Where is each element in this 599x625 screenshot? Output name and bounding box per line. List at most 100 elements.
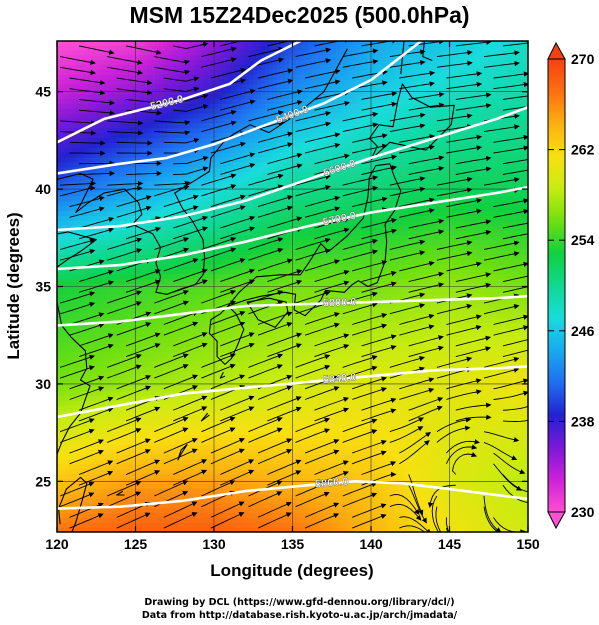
wind-streamline	[201, 109, 237, 122]
wind-streamline	[173, 279, 208, 293]
wind-streamline	[304, 312, 340, 325]
wind-streamline	[389, 49, 426, 58]
wind-streamline	[107, 364, 142, 379]
wind-streamline	[126, 160, 163, 167]
wind-streamline	[304, 195, 341, 208]
wind-streamline	[220, 279, 255, 293]
wind-streamline	[220, 99, 256, 111]
wind-streamline	[455, 346, 492, 358]
wind-streamline	[342, 492, 378, 508]
wind-streamline	[305, 68, 341, 79]
coastline	[422, 41, 433, 62]
wind-streamline	[295, 184, 331, 197]
wind-streamline	[267, 332, 303, 347]
wind-streamline	[69, 439, 104, 454]
wind-streamline	[314, 153, 350, 165]
height-contour-line	[57, 185, 528, 271]
wind-streamline	[257, 68, 294, 79]
wind-streamline	[116, 205, 152, 218]
wind-streamline	[295, 364, 331, 379]
wind-streamline	[78, 227, 115, 240]
wind-streamline	[408, 218, 445, 229]
wind-streamline	[107, 180, 144, 187]
wind-streamline	[483, 431, 520, 443]
wind-streamline	[201, 480, 236, 497]
wind-streamline	[493, 463, 522, 491]
wind-streamline	[248, 247, 284, 261]
wind-streamline	[502, 349, 528, 358]
wind-streamline	[436, 50, 473, 58]
wind-streamline	[257, 258, 293, 272]
wind-streamline	[201, 247, 237, 261]
wind-streamline	[257, 448, 293, 465]
wind-streamline	[154, 180, 191, 187]
wind-streamline	[483, 50, 520, 58]
wind-streamline	[116, 88, 153, 96]
wind-streamline	[436, 425, 471, 443]
wind-streamline	[304, 259, 341, 272]
wind-streamline	[446, 439, 480, 454]
axis-ticks: 120 125 130 135 140 145 150 25 30 35 40 45	[35, 41, 540, 552]
wind-streamline	[389, 112, 426, 122]
wind-streamline	[248, 46, 284, 58]
wind-streamline	[399, 387, 435, 400]
wind-streamline	[173, 41, 209, 50]
wind-streamline	[267, 459, 302, 475]
wind-streamline	[163, 205, 199, 218]
credit-data-source: Data from http://database.rish.kyoto-u.a…	[141, 610, 458, 621]
wind-streamline	[352, 376, 388, 390]
wind-streamline	[342, 249, 378, 261]
wind-streamline	[248, 173, 284, 186]
wind-streamline	[163, 438, 198, 454]
wind-streamline	[154, 416, 189, 433]
wind-streamline	[342, 429, 378, 443]
wind-streamline	[210, 311, 246, 325]
wind-streamline	[201, 184, 237, 197]
wind-streamline	[352, 439, 387, 454]
wind-streamline	[304, 206, 341, 218]
wind-streamline	[59, 418, 95, 433]
wind-streamline	[389, 59, 426, 68]
wind-streamline	[455, 41, 492, 47]
wind-streamline	[408, 229, 445, 240]
wind-streamline	[389, 356, 425, 368]
wind-streamline	[295, 237, 331, 250]
colorbar: 230 238 246 254 262 270	[547, 41, 595, 530]
wind-streamline	[248, 364, 283, 379]
wind-streamline	[295, 417, 331, 433]
wind-streamline	[314, 407, 350, 422]
wind-streamline	[173, 406, 208, 422]
wind-streamline	[502, 233, 528, 240]
wind-streamline	[267, 396, 302, 411]
wind-streamline	[483, 60, 520, 68]
wind-streamline	[257, 501, 292, 518]
wind-streamline	[267, 216, 303, 229]
wind-streamline	[173, 104, 209, 112]
wind-streamline	[295, 248, 331, 261]
wind-streamline	[220, 152, 256, 165]
wind-streamline	[446, 145, 483, 154]
y-tick-label: 25	[35, 473, 51, 489]
wind-streamline	[69, 386, 105, 400]
wind-streamline	[107, 66, 143, 76]
coastline	[200, 412, 210, 422]
wind-streamline	[201, 289, 237, 304]
wind-streamline	[502, 159, 528, 165]
wind-streamline	[126, 170, 163, 177]
wind-streamline	[436, 124, 473, 133]
wind-streamline	[408, 91, 445, 100]
colorbar-ticks: 230 238 246 254 262 270	[548, 51, 595, 520]
wind-streamline	[78, 343, 114, 358]
wind-streamline	[408, 405, 443, 422]
wind-streamline	[361, 461, 397, 475]
wind-streamline	[342, 111, 379, 122]
colorbar-tick-label: 270	[571, 51, 595, 67]
wind-streamline	[361, 408, 397, 422]
wind-streamline	[220, 215, 256, 229]
coastline	[57, 301, 91, 456]
wind-streamline	[483, 356, 520, 368]
wind-streamline	[257, 385, 293, 400]
wind-streamline	[427, 484, 456, 508]
wind-streamline	[69, 502, 104, 518]
wind-streamline	[60, 120, 97, 126]
